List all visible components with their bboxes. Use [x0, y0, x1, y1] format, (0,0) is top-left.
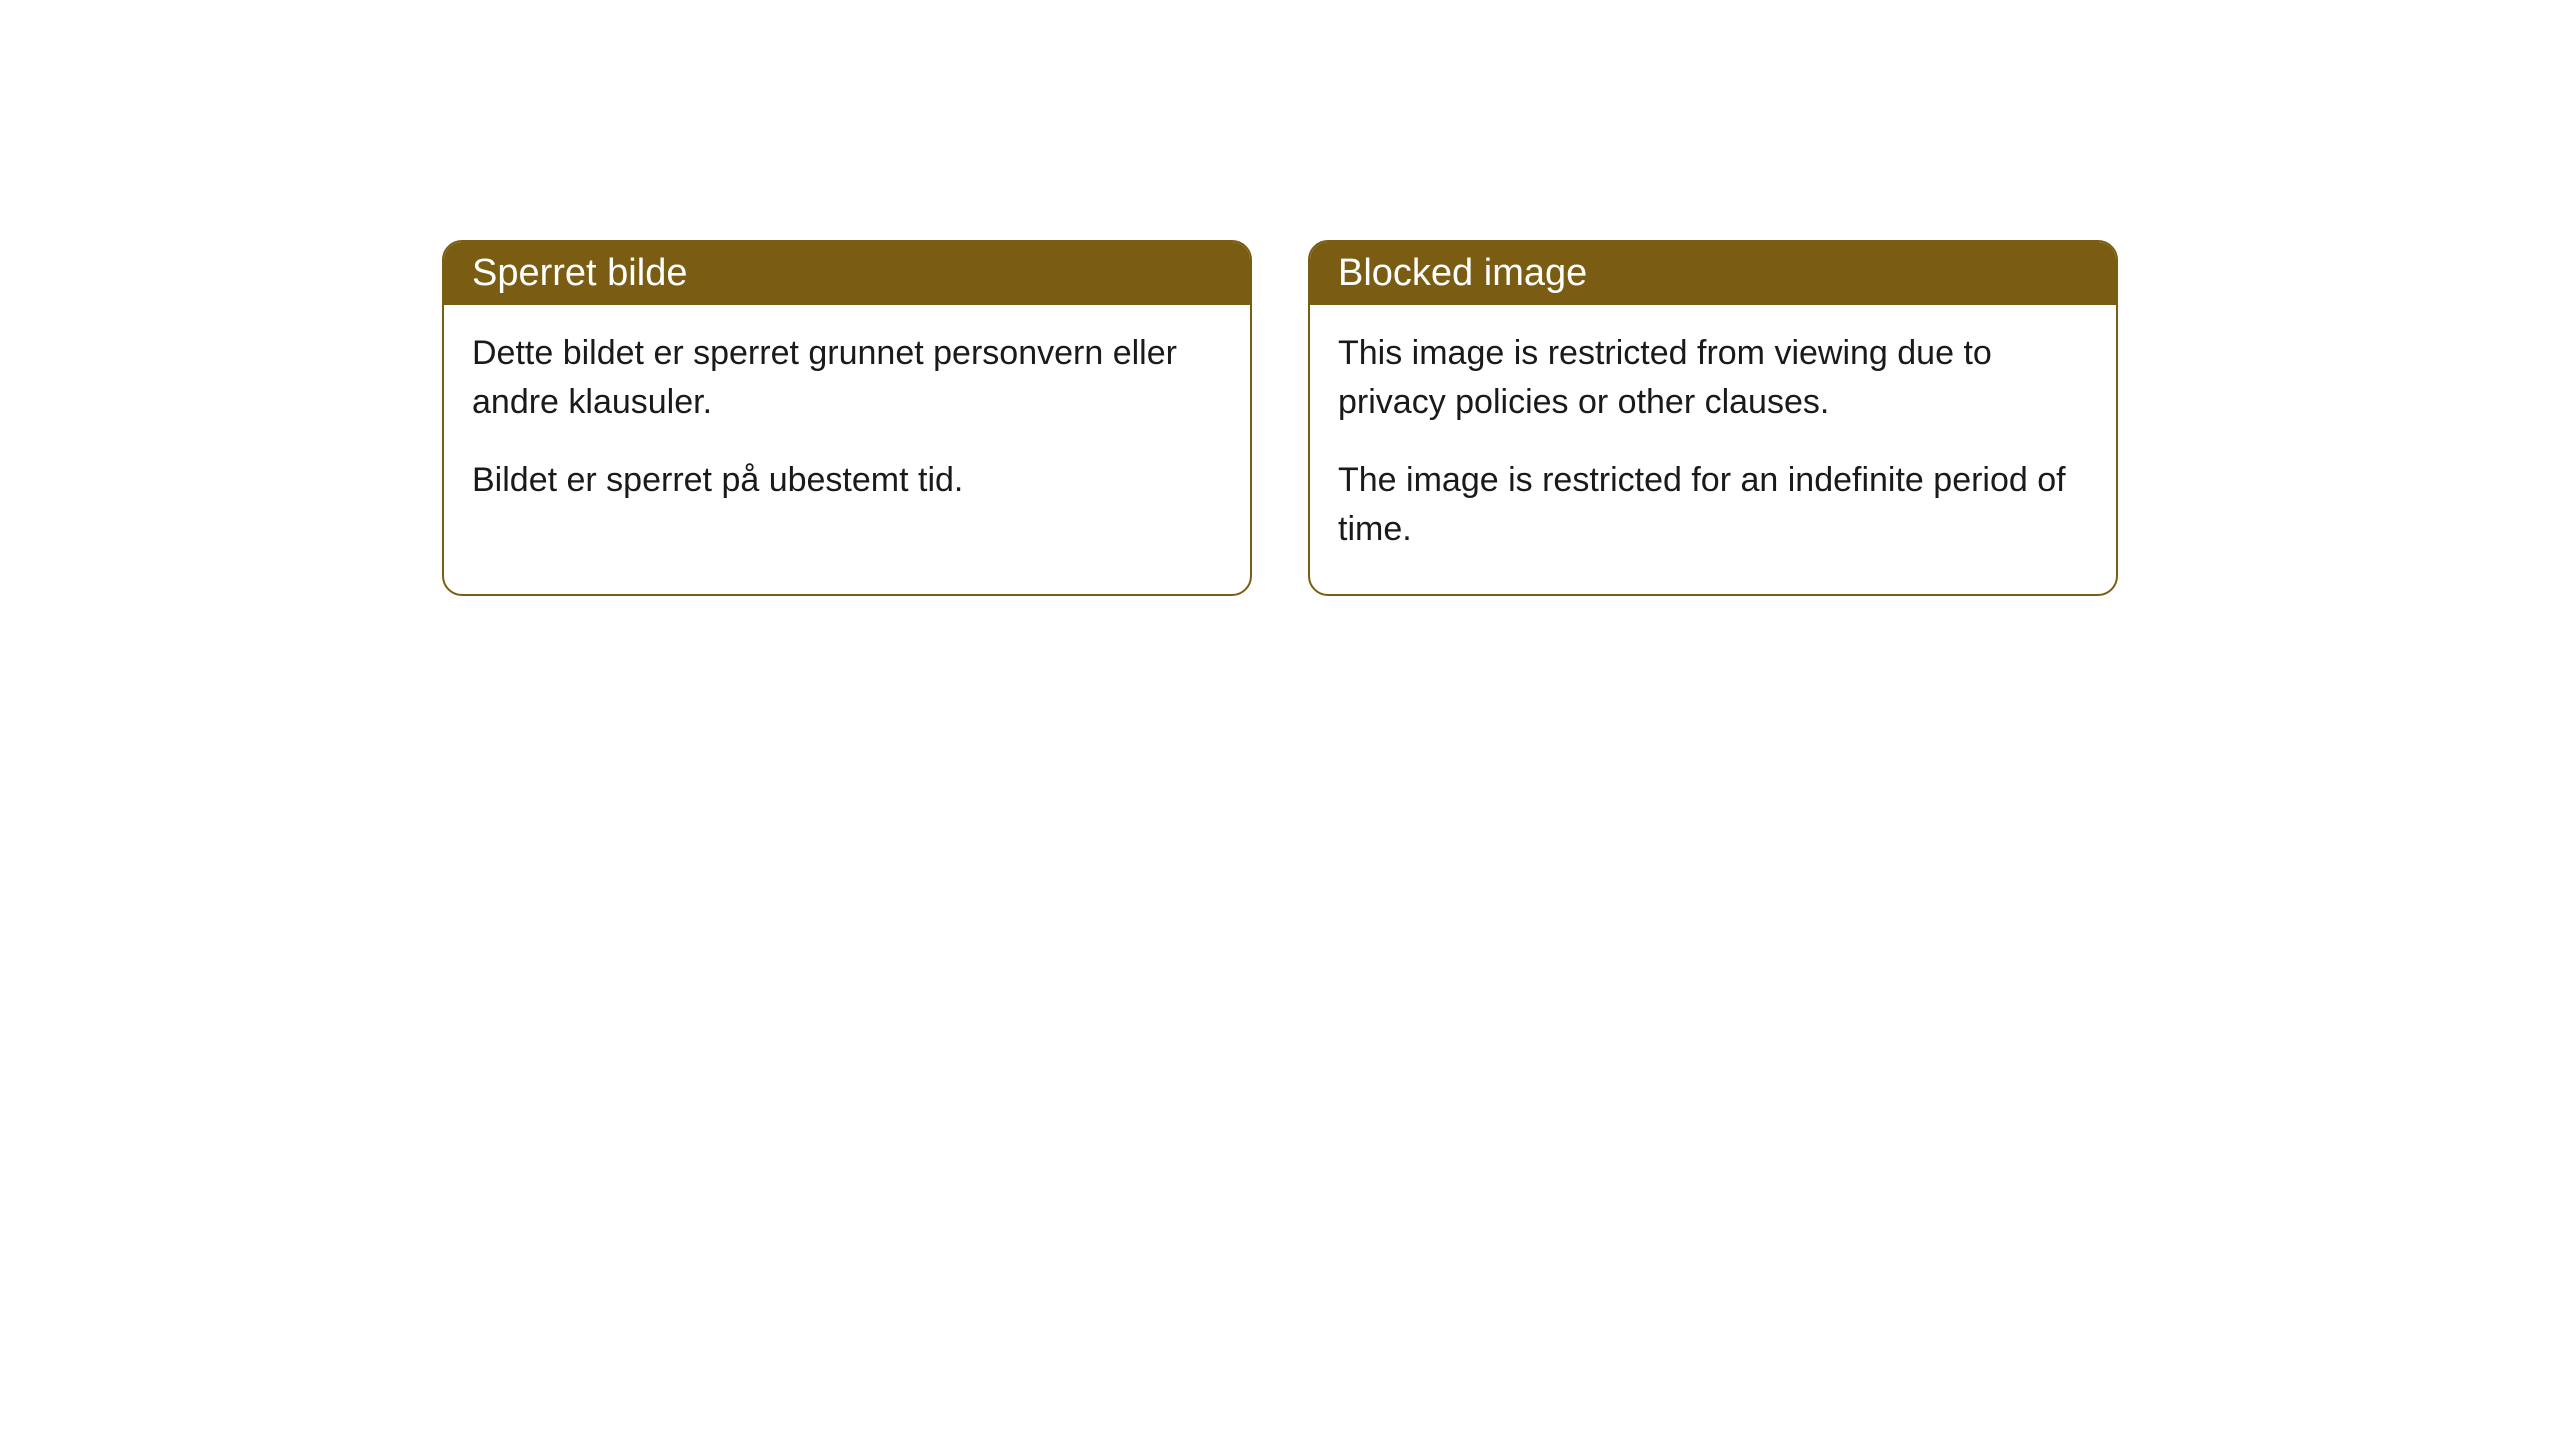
card-body: Dette bildet er sperret grunnet personve…	[444, 305, 1250, 545]
card-paragraph: The image is restricted for an indefinit…	[1338, 456, 2088, 555]
card-title: Blocked image	[1338, 252, 1587, 294]
card-title: Sperret bilde	[472, 252, 687, 294]
notice-cards-container: Sperret bilde Dette bildet er sperret gr…	[0, 240, 2560, 596]
card-paragraph: Dette bildet er sperret grunnet personve…	[472, 329, 1222, 428]
card-header: Sperret bilde	[444, 242, 1250, 305]
card-paragraph: This image is restricted from viewing du…	[1338, 329, 2088, 428]
card-paragraph: Bildet er sperret på ubestemt tid.	[472, 456, 1222, 505]
notice-card-norwegian: Sperret bilde Dette bildet er sperret gr…	[442, 240, 1252, 596]
card-header: Blocked image	[1310, 242, 2116, 305]
card-body: This image is restricted from viewing du…	[1310, 305, 2116, 594]
notice-card-english: Blocked image This image is restricted f…	[1308, 240, 2118, 596]
